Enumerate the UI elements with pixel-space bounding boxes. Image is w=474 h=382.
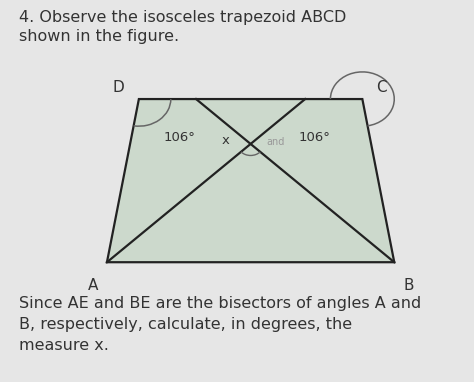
Text: measure x.: measure x.	[19, 338, 109, 353]
Text: D: D	[113, 81, 125, 96]
Text: shown in the figure.: shown in the figure.	[19, 29, 179, 44]
Text: and: and	[266, 137, 284, 147]
Text: x: x	[222, 134, 230, 147]
Text: 106°: 106°	[164, 131, 196, 144]
Polygon shape	[107, 99, 394, 262]
Text: 4. Observe the isosceles trapezoid ABCD: 4. Observe the isosceles trapezoid ABCD	[19, 10, 346, 24]
Text: A: A	[88, 278, 98, 293]
Text: 106°: 106°	[299, 131, 330, 144]
Text: B: B	[403, 278, 414, 293]
Text: Since AE and BE are the bisectors of angles A and: Since AE and BE are the bisectors of ang…	[19, 296, 421, 311]
Text: B, respectively, calculate, in degrees, the: B, respectively, calculate, in degrees, …	[19, 317, 352, 332]
Text: C: C	[376, 81, 387, 96]
